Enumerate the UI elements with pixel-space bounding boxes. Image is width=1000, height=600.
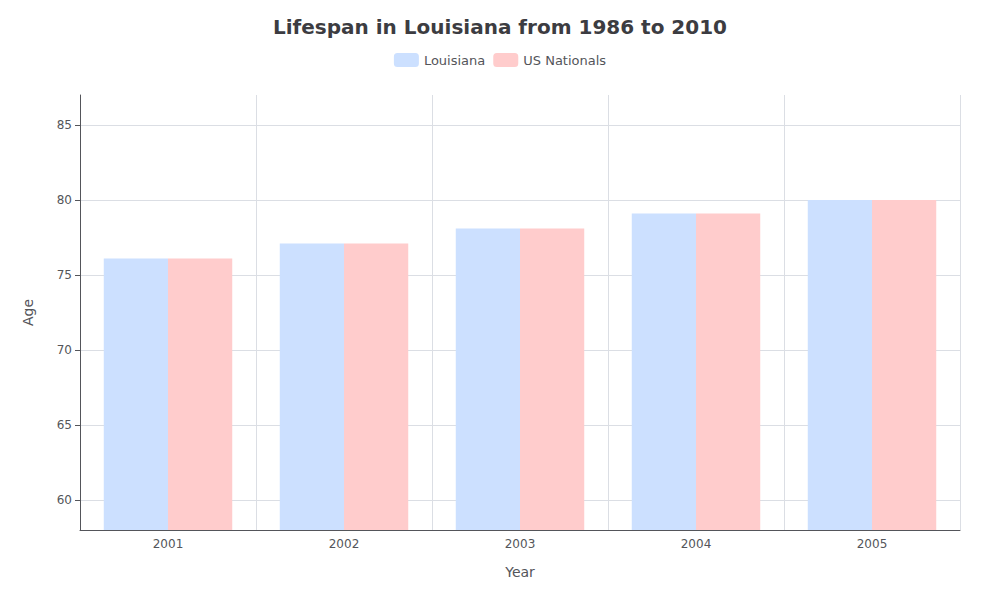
svg-text:75: 75 (57, 268, 72, 282)
svg-text:Lifespan in Louisiana from 198: Lifespan in Louisiana from 1986 to 2010 (273, 15, 727, 39)
svg-text:2002: 2002 (329, 537, 360, 551)
svg-text:US Nationals: US Nationals (523, 53, 606, 68)
svg-text:Age: Age (20, 299, 36, 326)
svg-text:2005: 2005 (857, 537, 888, 551)
svg-text:85: 85 (57, 118, 72, 132)
svg-text:2003: 2003 (505, 537, 536, 551)
svg-text:2001: 2001 (153, 537, 184, 551)
svg-text:65: 65 (57, 418, 72, 432)
svg-text:70: 70 (57, 343, 72, 357)
svg-text:Year: Year (504, 564, 535, 580)
svg-text:80: 80 (57, 193, 72, 207)
svg-text:Louisiana: Louisiana (424, 53, 485, 68)
svg-text:2004: 2004 (681, 537, 712, 551)
svg-text:60: 60 (57, 493, 72, 507)
